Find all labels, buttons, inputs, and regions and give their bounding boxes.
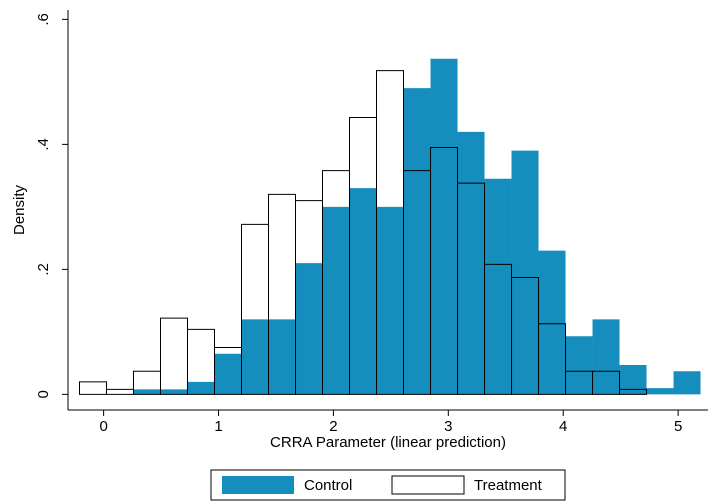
bar bbox=[160, 389, 188, 395]
bar bbox=[619, 365, 647, 395]
bar bbox=[241, 319, 269, 395]
bar bbox=[187, 381, 215, 395]
x-tick-label: 0 bbox=[99, 418, 107, 435]
bar bbox=[457, 131, 485, 395]
legend-swatch bbox=[391, 475, 465, 495]
bar bbox=[322, 206, 350, 395]
bar bbox=[673, 371, 701, 395]
bar bbox=[403, 88, 431, 395]
x-tick-label: 2 bbox=[329, 418, 337, 435]
y-tick-label: .4 bbox=[35, 138, 52, 151]
y-tick-label: .6 bbox=[35, 13, 52, 26]
bar bbox=[592, 319, 620, 395]
bar bbox=[268, 319, 296, 395]
legend-label: Treatment bbox=[474, 477, 543, 494]
bar bbox=[78, 381, 107, 395]
y-axis-label: Density bbox=[11, 184, 28, 235]
bar bbox=[619, 388, 648, 395]
x-tick-label: 1 bbox=[214, 418, 222, 435]
bar bbox=[376, 206, 404, 395]
bar bbox=[511, 150, 539, 395]
bar bbox=[538, 323, 567, 395]
x-tick-label: 5 bbox=[674, 418, 682, 435]
legend-box bbox=[210, 469, 566, 501]
x-axis-label: CRRA Parameter (linear prediction) bbox=[270, 434, 506, 451]
x-tick-label: 3 bbox=[444, 418, 452, 435]
legend-swatch bbox=[222, 476, 294, 494]
bar bbox=[592, 370, 621, 395]
bar bbox=[349, 188, 377, 395]
bar bbox=[133, 389, 161, 395]
legend-label: Control bbox=[304, 477, 352, 494]
bar bbox=[430, 58, 458, 395]
y-tick-label: 0 bbox=[35, 390, 52, 398]
x-tick-label: 4 bbox=[559, 418, 567, 435]
bar bbox=[295, 263, 323, 395]
bar bbox=[484, 178, 512, 395]
bar bbox=[565, 336, 593, 395]
bar bbox=[538, 250, 566, 395]
bar bbox=[646, 388, 674, 395]
bar bbox=[159, 317, 188, 395]
bar bbox=[105, 388, 134, 395]
y-tick-label: .2 bbox=[35, 263, 52, 276]
bar bbox=[214, 353, 242, 395]
